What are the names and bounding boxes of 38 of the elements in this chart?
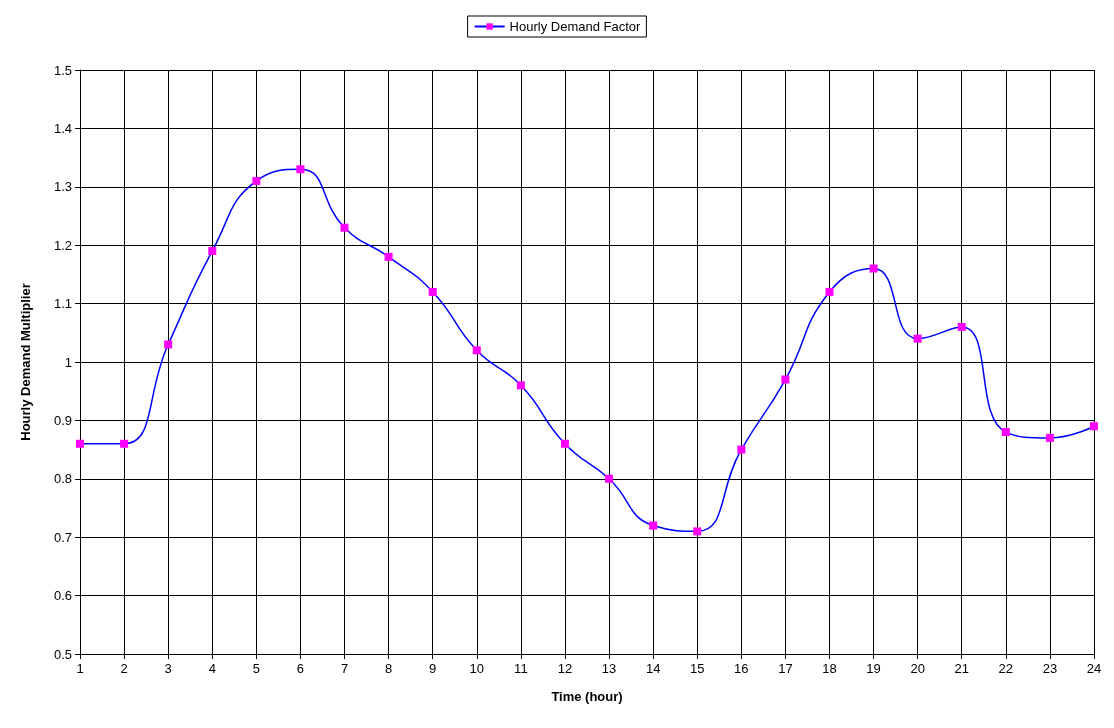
y-tick-label: 0.7 xyxy=(53,529,72,545)
y-tick-label: 1 xyxy=(64,354,72,370)
y-tick-label: 0.6 xyxy=(53,588,72,604)
x-tick-label: 3 xyxy=(164,661,172,676)
x-tick-label: 5 xyxy=(252,661,260,676)
y-tick-label: 1.5 xyxy=(53,62,72,78)
x-tick-label: 15 xyxy=(689,661,705,676)
legend-label: Hourly Demand Factor xyxy=(509,19,642,34)
x-tick-label: 2 xyxy=(120,661,128,676)
y-tick-label: 1.3 xyxy=(53,179,72,195)
y-tick-label: 1.4 xyxy=(53,120,72,136)
x-tick-label: 23 xyxy=(1042,661,1058,676)
x-tick-label: 19 xyxy=(866,661,881,676)
y-tick-label: 0.9 xyxy=(53,412,72,428)
x-tick-label: 18 xyxy=(822,661,837,676)
x-tick-label: 8 xyxy=(384,661,393,676)
x-axis-title: Time (hour) xyxy=(551,689,623,704)
x-tick-label: 6 xyxy=(296,661,305,676)
x-tick-label: 17 xyxy=(778,661,793,676)
y-tick-label: 1.2 xyxy=(53,237,72,253)
x-tick-label: 9 xyxy=(429,661,437,676)
x-tick-label: 10 xyxy=(469,661,485,676)
x-tick-label: 20 xyxy=(910,661,925,676)
y-tick-label: 0.5 xyxy=(53,646,72,662)
y-axis-title: Hourly Demand Multiplier xyxy=(18,283,33,441)
x-tick-label: 12 xyxy=(557,661,573,676)
y-tick-label: 1.1 xyxy=(53,296,72,312)
x-tick-label: 24 xyxy=(1086,661,1102,676)
x-tick-label: 21 xyxy=(954,661,969,676)
x-tick-label: 4 xyxy=(208,661,216,676)
x-tick-label: 22 xyxy=(998,661,1014,676)
x-tick-label: 1 xyxy=(76,661,84,676)
x-tick-label: 11 xyxy=(514,661,528,676)
y-tick-label: 0.8 xyxy=(53,471,72,487)
x-tick-label: 7 xyxy=(340,661,349,676)
x-tick-label: 14 xyxy=(645,661,661,676)
x-tick-label: 13 xyxy=(601,661,617,676)
x-tick-label: 16 xyxy=(734,661,749,676)
